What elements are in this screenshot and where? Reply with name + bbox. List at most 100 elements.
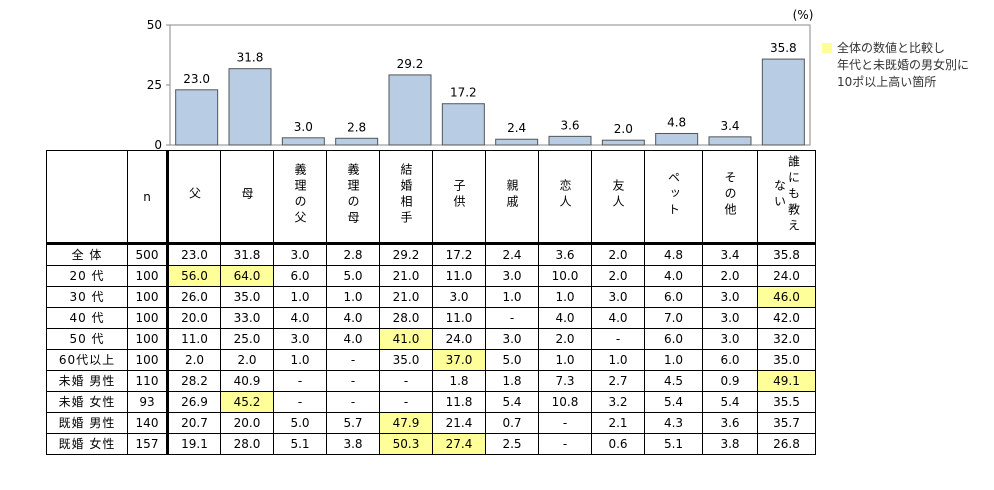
table-row: 既婚 女性 157 19.1 28.0 5.1 3.8 50.3 27.4 2.5-0.6 5.1… [46,433,816,455]
table-cell: - [326,391,380,413]
table-cell: 10.8 [538,391,592,413]
column-header-label: 結婚相手 [399,163,413,227]
table-row: 30 代 100 26.0 35.0 1.0 1.0 21.0 3.0 1.0 1.0 3.0 6.0… [46,286,816,308]
table-cell: 0.9 [702,370,758,392]
table-cell: 23.0 [167,242,221,266]
bar-value-label: 2.0 [614,122,633,136]
row-n: 110 [127,370,169,392]
row-n: 100 [127,265,169,287]
table-cell: 56.0 [167,265,221,287]
table-cell: - [379,370,433,392]
table-cell: 3.0 [591,286,645,308]
table-cell: 3.6 [538,242,592,266]
table-cell: 4.0 [538,307,592,329]
table-cell: 21.0 [379,286,433,308]
table-cell: 2.5 [485,433,539,455]
column-header: 義理の母 [326,150,380,244]
table-cell: 11.0 [432,307,486,329]
table-cell: 42.0 [757,307,816,329]
column-header: 父 [167,150,221,244]
column-header-label: 義理の母 [346,163,360,227]
table-cell: 50.3 [379,433,433,455]
table-cell: 3.0 [273,242,327,266]
row-label: 30 代 [46,286,128,308]
row-n: 100 [127,349,169,371]
row-label: 既婚 女性 [46,433,128,455]
bar-value-label: 4.8 [667,115,686,129]
table-cell: 64.0 [220,265,274,287]
row-n: 100 [127,307,169,329]
column-header-label: 父 [187,187,202,203]
bar-value-label: 3.4 [720,119,739,133]
table-cell: 2.0 [591,242,645,266]
column-header: 結婚相手 [379,150,433,244]
legend-line-2: 年代と未既婚の男女別に [837,58,970,72]
bar-value-label: 17.2 [450,86,477,100]
table-cell: - [538,433,592,455]
table-cell: 1.8 [485,370,539,392]
bar-value-label: 3.0 [294,120,313,134]
table-cell: 25.0 [220,328,274,350]
table-cell: 20.0 [220,412,274,434]
table-cell: 4.0 [591,307,645,329]
table-cell: 3.0 [702,328,758,350]
table-cell: 1.0 [591,349,645,371]
table-cell: 2.0 [591,265,645,287]
bar-chart: 0 25 50 23.0 31.8 3.0 2.8 29.2 17.2 2.4 3.6 2.0 4.8… [147,8,814,152]
bar [175,89,219,146]
table-cell: 32.0 [757,328,816,350]
column-header: ペット [644,150,703,244]
table-cell: - [591,328,645,350]
table-row: 40 代 100 20.0 33.0 4.0 4.0 28.0 11.0-4.0 4.0 7.0 3… [46,307,816,329]
table-cell: 28.0 [379,307,433,329]
column-header-label: その他 [723,171,737,219]
bar-value-label: 2.4 [507,121,526,135]
table-cell: 5.7 [326,412,380,434]
table-cell: 5.4 [702,391,758,413]
table-cell: 17.2 [432,242,486,266]
row-label: 60代以上 [46,349,128,371]
bar [228,68,272,146]
bar [441,103,485,146]
table-row: 20 代 100 56.0 64.0 6.0 5.0 21.0 11.0 3.0 10.0 2.0 4… [46,265,816,287]
bar-value-label: 23.0 [183,72,210,86]
table-cell: 3.0 [702,307,758,329]
table-cell: 2.4 [485,242,539,266]
legend-swatch [822,43,832,53]
table-cell: 28.2 [167,370,221,392]
unit-label: (%) [793,8,814,22]
table-cell: 4.8 [644,242,703,266]
bar [548,135,592,146]
table-cell: 1.0 [538,286,592,308]
table-cell: 20.0 [167,307,221,329]
table-cell: 26.9 [167,391,221,413]
table-row: 未婚 男性 110 28.2 40.9- - -1.8 1.8 7.3 2.7 4.5 0.9 49.… [46,370,816,392]
row-label: 未婚 男性 [46,370,128,392]
table-cell: 3.4 [702,242,758,266]
table-cell: 1.0 [538,349,592,371]
table-cell: 21.0 [379,265,433,287]
table-cell: 3.2 [591,391,645,413]
table-cell: 11.0 [432,265,486,287]
table-cell: 1.0 [273,349,327,371]
table-cell: 26.0 [167,286,221,308]
table-header-row: n 父 母 義理の父 義理の母 結婚相手 子供 親戚 恋人 友人 ペット その他 誰にも教えない [46,150,816,244]
column-header-label: 友人 [611,179,625,211]
table-cell: 4.0 [273,307,327,329]
table-cell: 4.0 [326,328,380,350]
table-cell: 2.0 [702,265,758,287]
table-cell: - [326,370,380,392]
table-cell: 5.4 [485,391,539,413]
table-cell: - [485,307,539,329]
table-cell: 1.0 [273,286,327,308]
row-label: 40 代 [46,307,128,329]
table-cell: 6.0 [644,286,703,308]
table-cell: 6.0 [273,265,327,287]
table-cell: 2.1 [591,412,645,434]
table-cell: 2.0 [538,328,592,350]
corner-cell [46,150,128,244]
column-header: 義理の父 [273,150,327,244]
table-cell: 3.6 [702,412,758,434]
bar-value-label: 3.6 [560,118,579,132]
row-label: 既婚 男性 [46,412,128,434]
